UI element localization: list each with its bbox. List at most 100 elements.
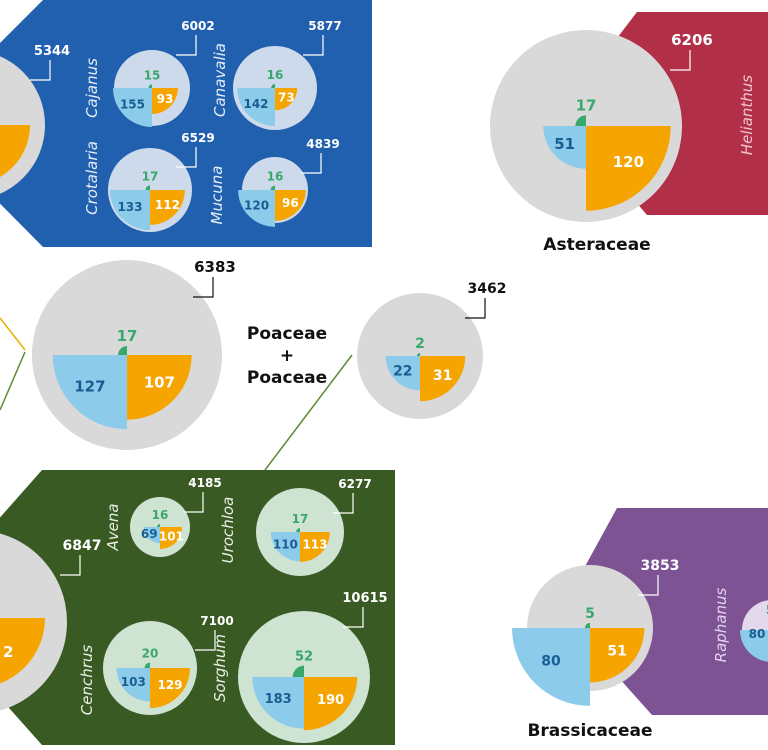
crotalaria-genus-label: Crotalaria [83,141,101,215]
raphanus-blue-value: 80 [749,627,766,641]
sorghum-leader-line [343,607,364,628]
cajanus-orange-wedge [152,88,178,114]
family-label-poaceae-1: Poaceae [247,324,327,344]
poaceae_a-green-wedge [118,346,127,355]
asteraceae-blue-wedge [543,126,586,169]
cajanus-green-value: 15 [144,68,161,82]
sorghum-green-value: 52 [295,650,313,665]
avena-blue-wedge [143,527,160,544]
family-label-asteraceae: Asteraceae [543,235,650,255]
brassicaceae-green-wedge [584,622,590,628]
asteraceae-leader-line [670,50,691,71]
node-cajanus: 15 155 93 [112,50,190,128]
poaceae_a-blue-value: 127 [74,377,105,395]
asteraceae-blue-value: 51 [554,135,575,153]
mucuna-total-label: 4839 [306,137,339,151]
brassicaceae-blue-wedge [512,628,590,706]
cajanus-total-label: 6002 [181,19,214,33]
poaceae_b-orange-wedge [420,356,466,402]
poaceae_a-leader-line [193,277,214,298]
urochloa-total-label: 6277 [338,477,371,491]
node-sorghum: 52 183 190 [238,611,370,743]
connector-line-green [264,354,353,471]
sorghum-orange-wedge [304,677,358,731]
raphanus-genus-label: Raphanus [712,587,730,662]
poaceae-left-orange-wedge [0,618,45,684]
cajanus-blue-wedge [112,88,152,128]
urochloa-blue-wedge [270,532,300,562]
crotalaria-total-label: 6529 [181,131,214,145]
cenchrus-blue-wedge [116,668,150,702]
crotalaria-green-wedge [145,185,150,190]
cenchrus-total-label: 7100 [200,614,233,628]
poaceae_b-leader-line [465,298,486,319]
canavalia-green-value: 16 [267,68,284,82]
poaceae_b-green-value: 2 [415,336,425,352]
poaceae_a-total-label: 6383 [194,258,236,276]
sorghum-green-wedge [292,665,304,677]
cenchrus-leader-line [195,630,216,651]
mucuna-orange-wedge [275,190,306,221]
family-label-poaceae-2: Poaceae [247,368,327,388]
avena-orange-value: 101 [159,529,184,543]
mucuna-orange-value: 96 [282,196,299,210]
node-avena: 16 69 101 [130,497,190,557]
fabaceae_left-total-label: 5344 [34,44,70,59]
node-urochloa: 17 110 113 [256,488,344,576]
mucuna-green-wedge [270,185,275,190]
poaceae_b-green-wedge [416,352,420,356]
node-crotalaria: 17 133 112 [108,148,192,232]
sorghum-total-label: 10615 [342,591,387,606]
crotalaria-orange-wedge [150,190,185,225]
node-cenchrus: 20 103 129 [103,621,197,715]
mucuna-green-value: 16 [267,170,284,184]
urochloa-leader-line [333,493,354,514]
crotalaria-leader-line [176,147,197,168]
fabaceae-left-orange-wedge [0,125,30,177]
brassicaceae-total-label: 3853 [641,558,680,574]
sorghum-blue-wedge [252,677,304,729]
node-canavalia: 16 142 73 [233,46,317,130]
poaceae_a-orange-value: 107 [144,373,175,391]
canavalia-total-label: 5877 [308,19,341,33]
cajanus-genus-label: Cajanus [83,58,101,118]
brassicaceae-orange-wedge [590,628,645,683]
poaceae_b-blue-wedge [385,356,420,391]
avena-blue-value: 69 [141,527,158,541]
canavalia-green-wedge [271,84,275,88]
brassicaceae-orange-value: 51 [607,644,626,660]
canavalia-orange-wedge [275,88,298,111]
brassicaceae-green-value: 5 [585,606,595,622]
sorghum-genus-label: Sorghum [211,634,229,702]
poaceae-left-orange-value: 2 [3,643,13,661]
asteraceae-green-value: 17 [576,96,597,114]
avena-genus-label: Avena [104,503,122,551]
canavalia-orange-value: 73 [278,91,295,105]
urochloa-green-value: 17 [292,512,309,526]
asteraceae-total-label: 6206 [671,31,713,49]
crotalaria-green-value: 17 [142,169,159,183]
urochloa-blue-value: 110 [273,537,298,551]
poaceae_a-orange-wedge [127,355,192,420]
crotalaria-blue-value: 133 [117,200,142,214]
poaceae_b-blue-value: 22 [393,363,412,379]
brassicaceae-blue-value: 80 [541,654,561,670]
avena-green-wedge [156,523,160,527]
poaceae_left-total-label: 6847 [63,538,102,554]
nodes-layer: 534426847805RaphanusHelianthus1515593600… [0,19,768,743]
canavalia-blue-value: 142 [243,97,268,111]
connector-line-green-left [0,351,26,411]
node-poaceae_a: 17 127 107 [32,260,222,450]
avena-green-value: 16 [152,508,169,522]
canavalia-blue-wedge [237,88,275,126]
cajanus-green-wedge [148,84,152,88]
urochloa-orange-wedge [300,532,330,562]
cenchrus-green-wedge [144,662,150,668]
canavalia-genus-label: Canavalia [211,43,229,117]
raphanus-green-value: 5 [766,603,768,617]
canavalia-leader-line [303,35,324,56]
poaceae_left-leader-line [60,555,81,576]
connector-line-yellow [0,317,26,351]
mucuna-blue-wedge [238,190,275,227]
